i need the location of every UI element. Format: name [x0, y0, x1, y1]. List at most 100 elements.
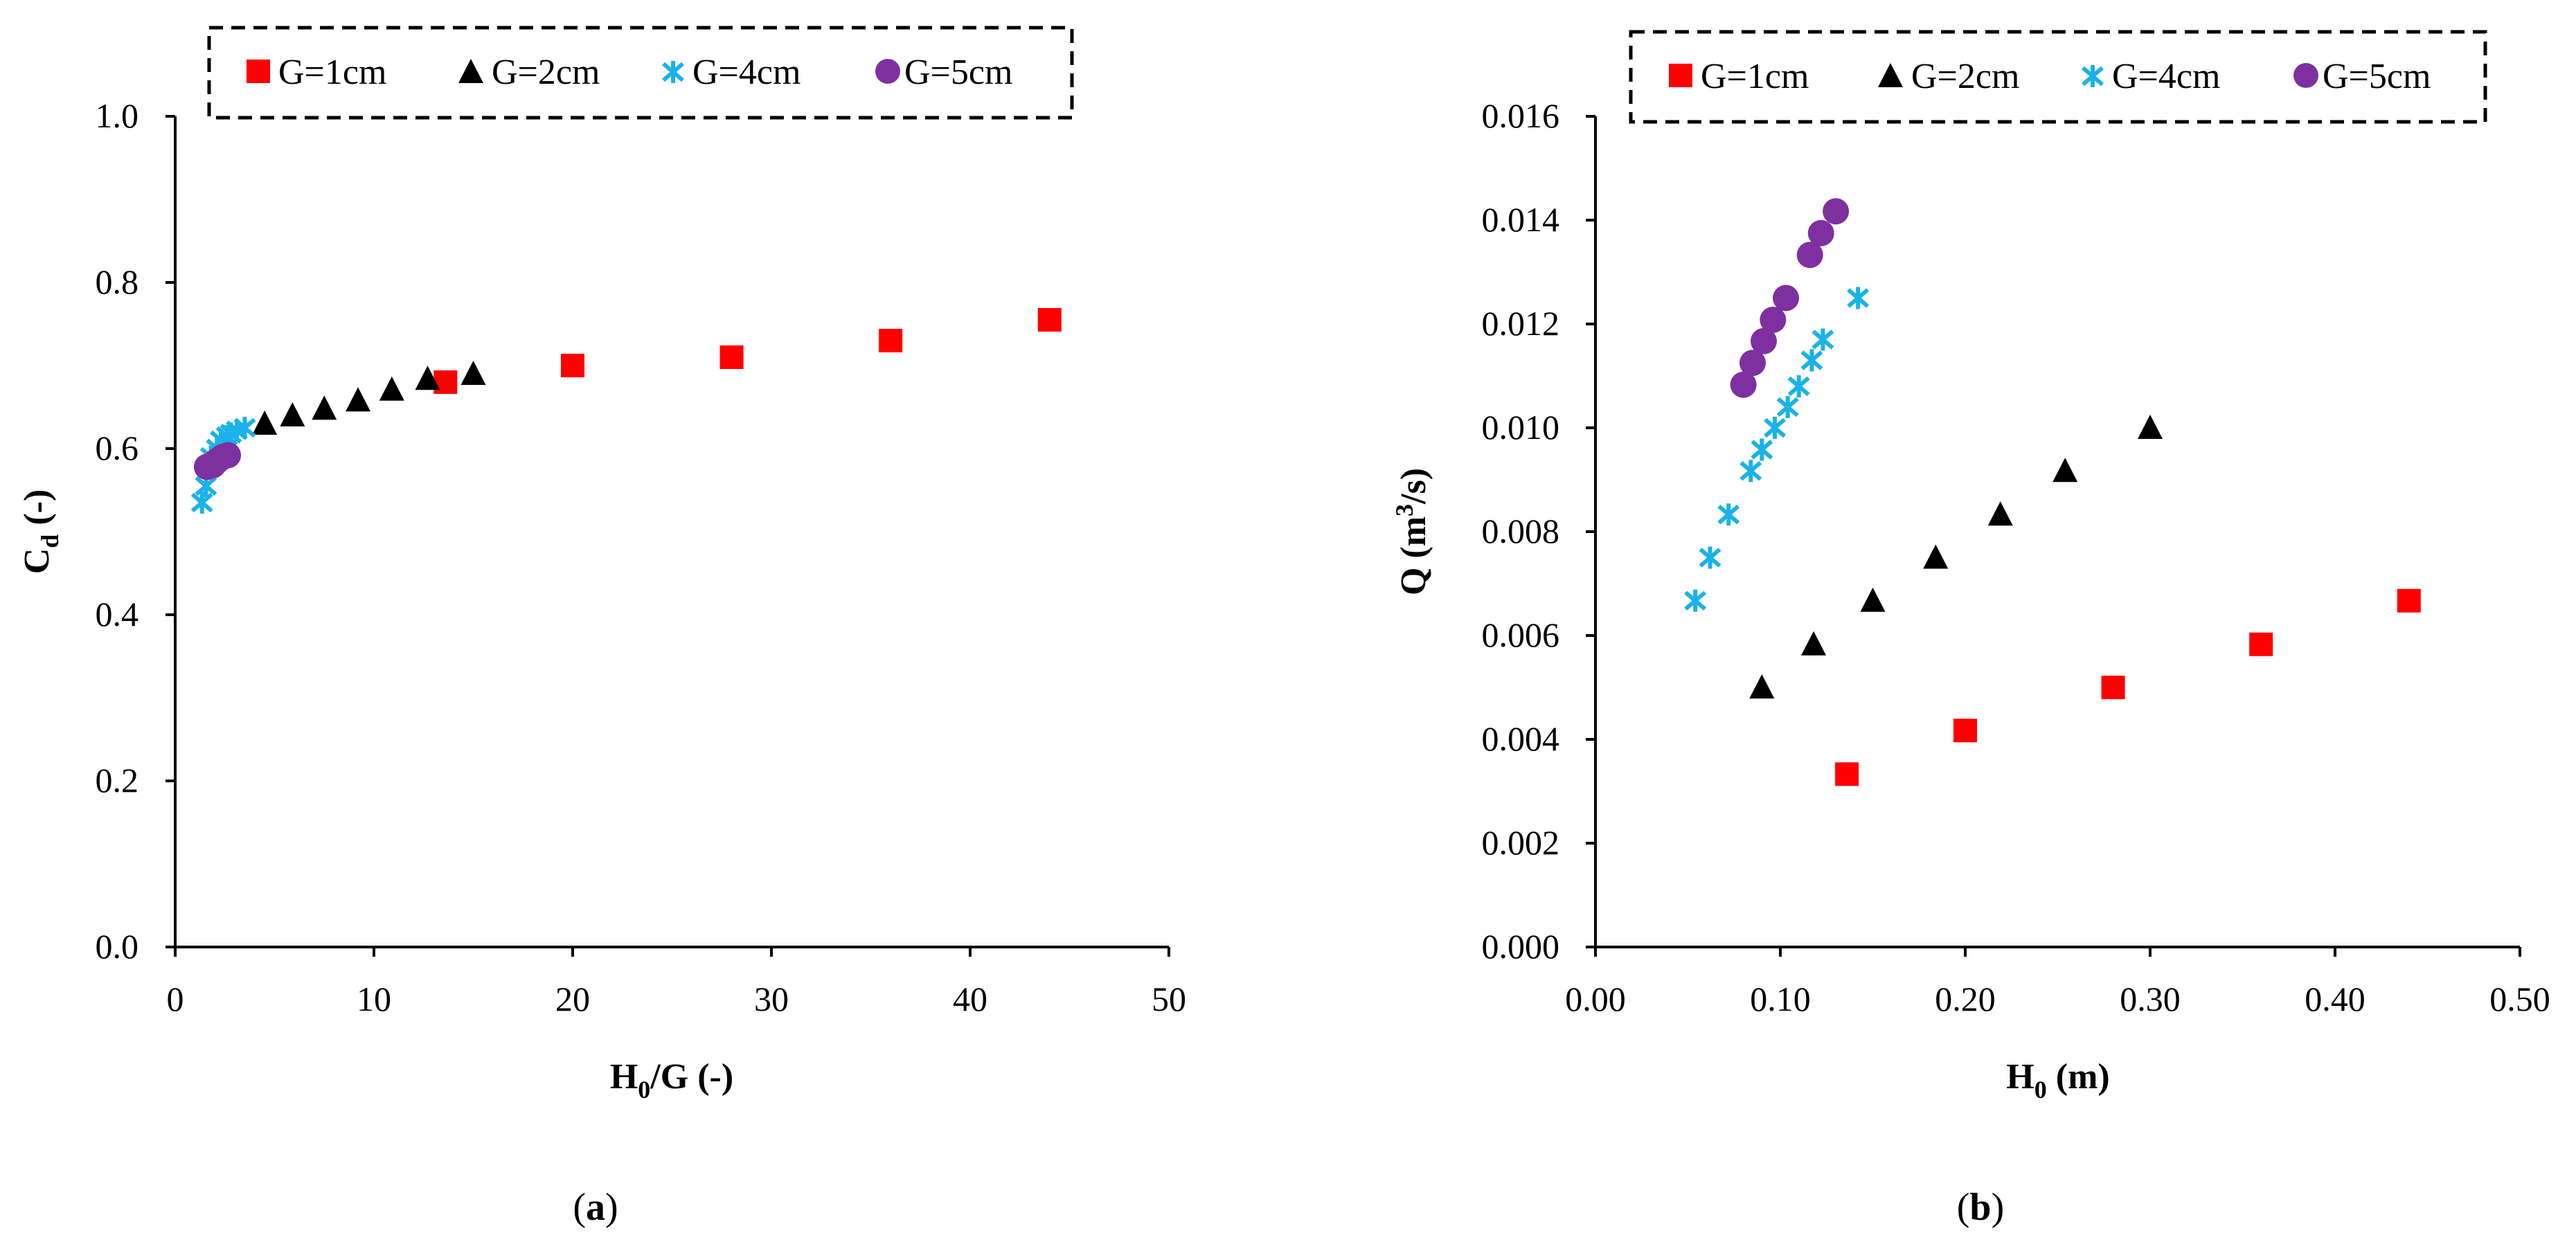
chart-b-xtick: 0.00 [1565, 980, 1626, 1018]
chart-a-xtick: 10 [357, 980, 391, 1018]
chart-b-point-g-4cm [1751, 438, 1773, 461]
chart-a-ytick: 0.0 [96, 927, 139, 966]
chart-b-point-g-4cm [1787, 375, 1810, 397]
chart-b-point-g-5cm [1760, 307, 1787, 333]
chart-b-point-g-2cm [1923, 544, 1949, 569]
chart-b-point-g-5cm [1730, 371, 1757, 398]
chart-b-xtick: 0.30 [2120, 980, 2181, 1018]
chart-b-point-g-5cm [1807, 219, 1834, 246]
legend-marker-triangle [1878, 63, 1903, 87]
chart-b-ytick: 0.014 [1482, 200, 1560, 239]
chart-a-point-g-1cm [561, 354, 584, 377]
chart-b-point-g-2cm [1749, 674, 1775, 698]
chart-b-xtick: 0.20 [1935, 980, 1996, 1018]
chart-b-point-g-1cm [2249, 632, 2273, 656]
chart-b-yticks: 0.000 0.002 0.004 0.006 0.008 0.010 0.01… [1482, 96, 1560, 966]
chart-b-legend-label: G=5cm [2323, 57, 2431, 96]
chart-b-point-g-4cm [1847, 287, 1870, 309]
chart-b: 0.000 0.002 0.004 0.006 0.008 0.010 0.01… [1390, 30, 2550, 1229]
chart-b-xticks: 0.00 0.10 0.20 0.30 0.40 0.50 [1565, 980, 2550, 1018]
chart-b-axes [1586, 115, 2521, 957]
chart-a-ytick: 0.8 [96, 262, 139, 301]
chart-a-legend-label: G=5cm [904, 53, 1012, 92]
chart-a-xtick: 40 [953, 980, 987, 1018]
chart-b-point-g-2cm [2052, 458, 2078, 483]
legend-marker-square [1669, 64, 1692, 87]
chart-b-ytick: 0.004 [1482, 719, 1560, 758]
chart-b-point-g-4cm [1699, 546, 1721, 569]
chart-a-xtick: 50 [1152, 980, 1186, 1018]
chart-b-point-g-4cm [1717, 503, 1740, 526]
chart-b-ytick: 0.016 [1482, 96, 1560, 135]
chart-a-point-g-4cm [233, 417, 256, 439]
chart-b-ylabel: Q (m3/s) [1390, 468, 1433, 595]
chart-b-point-g-4cm [1776, 396, 1799, 418]
chart-a-ylabel: Cd (-) [17, 489, 64, 575]
chart-a-xlabel: H0/G (-) [610, 1057, 733, 1103]
chart-a-legend-box [207, 26, 1074, 120]
legend-marker-circle [875, 59, 900, 84]
chart-b-ytick: 0.002 [1482, 823, 1560, 862]
chart-b-point-g-5cm [1773, 285, 1800, 312]
chart-a-point-g-2cm [346, 387, 371, 412]
chart-a-ytick: 0.4 [96, 595, 139, 633]
legend-marker-triangle [458, 59, 483, 83]
chart-b-point-g-2cm [2138, 415, 2163, 439]
chart-b-marks [1684, 198, 2421, 786]
chart-a-point-g-4cm [190, 492, 213, 514]
chart-b-legend: G=1cm G=2cm G=4cm G=5cm [1669, 57, 2431, 96]
chart-b-caption: (b) [1957, 1186, 2004, 1229]
chart-a-point-g-2cm [379, 376, 404, 401]
chart-a-point-g-1cm [1037, 308, 1062, 332]
chart-a-caption: (a) [573, 1186, 618, 1229]
chart-a-ytick: 0.2 [96, 761, 139, 800]
chart-b-point-g-4cm [1684, 589, 1707, 612]
chart-b-point-g-4cm [1739, 460, 1762, 483]
legend-marker-star [2082, 65, 2104, 87]
chart-a-point-g-2cm [280, 402, 305, 426]
chart-a-point-g-2cm [415, 366, 440, 390]
chart-b-point-g-1cm [1953, 719, 1977, 743]
chart-a-xtick: 0 [167, 980, 184, 1018]
chart-b-point-g-2cm [1860, 587, 1886, 612]
chart-a-point-g-2cm [460, 361, 486, 385]
chart-a-point-g-1cm [879, 329, 903, 352]
chart-a-ytick: 0.6 [96, 429, 139, 467]
chart-b-xtick: 0.10 [1750, 980, 1811, 1018]
chart-b-point-g-4cm [1800, 349, 1823, 372]
chart-b-legend-box [1629, 30, 2487, 124]
chart-b-xlabel: H0 (m) [2006, 1057, 2109, 1103]
chart-b-point-g-5cm [1823, 198, 1850, 225]
chart-b-legend-label: G=1cm [1701, 57, 1809, 96]
chart-a-point-g-1cm [719, 345, 744, 369]
chart-a-yticks: 0.0 0.2 0.4 0.6 0.8 1.0 [96, 96, 139, 966]
chart-a-ytick: 1.0 [96, 96, 139, 135]
chart-a-marks [190, 308, 1062, 514]
chart-b-point-g-4cm [1812, 328, 1834, 351]
chart-b-xtick: 0.50 [2489, 980, 2550, 1018]
chart-a-legend: G=1cm G=2cm G=4cm G=5cm [247, 53, 1012, 92]
chart-b-legend-label: G=2cm [1911, 57, 2019, 96]
chart-b-point-g-1cm [1835, 762, 1859, 786]
chart-b-point-g-4cm [1764, 417, 1786, 439]
chart-b-ytick: 0.012 [1482, 304, 1560, 343]
chart-a-legend-label: G=1cm [278, 53, 386, 92]
chart-a-xticks: 0 10 20 30 40 50 [167, 980, 1187, 1018]
chart-a-xtick: 20 [555, 980, 590, 1018]
chart-a-legend-label: G=2cm [492, 53, 600, 92]
chart-b-ytick: 0.006 [1482, 615, 1560, 654]
chart-b-xtick: 0.40 [2305, 980, 2365, 1018]
chart-a-point-g-1cm [433, 370, 458, 394]
chart-b-point-g-5cm [1750, 327, 1777, 354]
chart-a: 0.0 0.2 0.4 0.6 0.8 1.0 0 10 20 30 40 50… [17, 26, 1187, 1229]
chart-b-point-g-1cm [2101, 676, 2125, 699]
chart-b-point-g-1cm [2397, 588, 2421, 613]
chart-a-xtick: 30 [754, 980, 789, 1018]
chart-a-legend-label: G=4cm [692, 53, 800, 92]
chart-a-point-g-5cm [215, 442, 242, 469]
chart-b-legend-label: G=4cm [2112, 57, 2220, 96]
chart-a-point-g-2cm [312, 395, 337, 420]
chart-a-axes [166, 115, 1170, 957]
chart-b-point-g-5cm [1739, 350, 1766, 377]
legend-marker-square [247, 60, 270, 83]
